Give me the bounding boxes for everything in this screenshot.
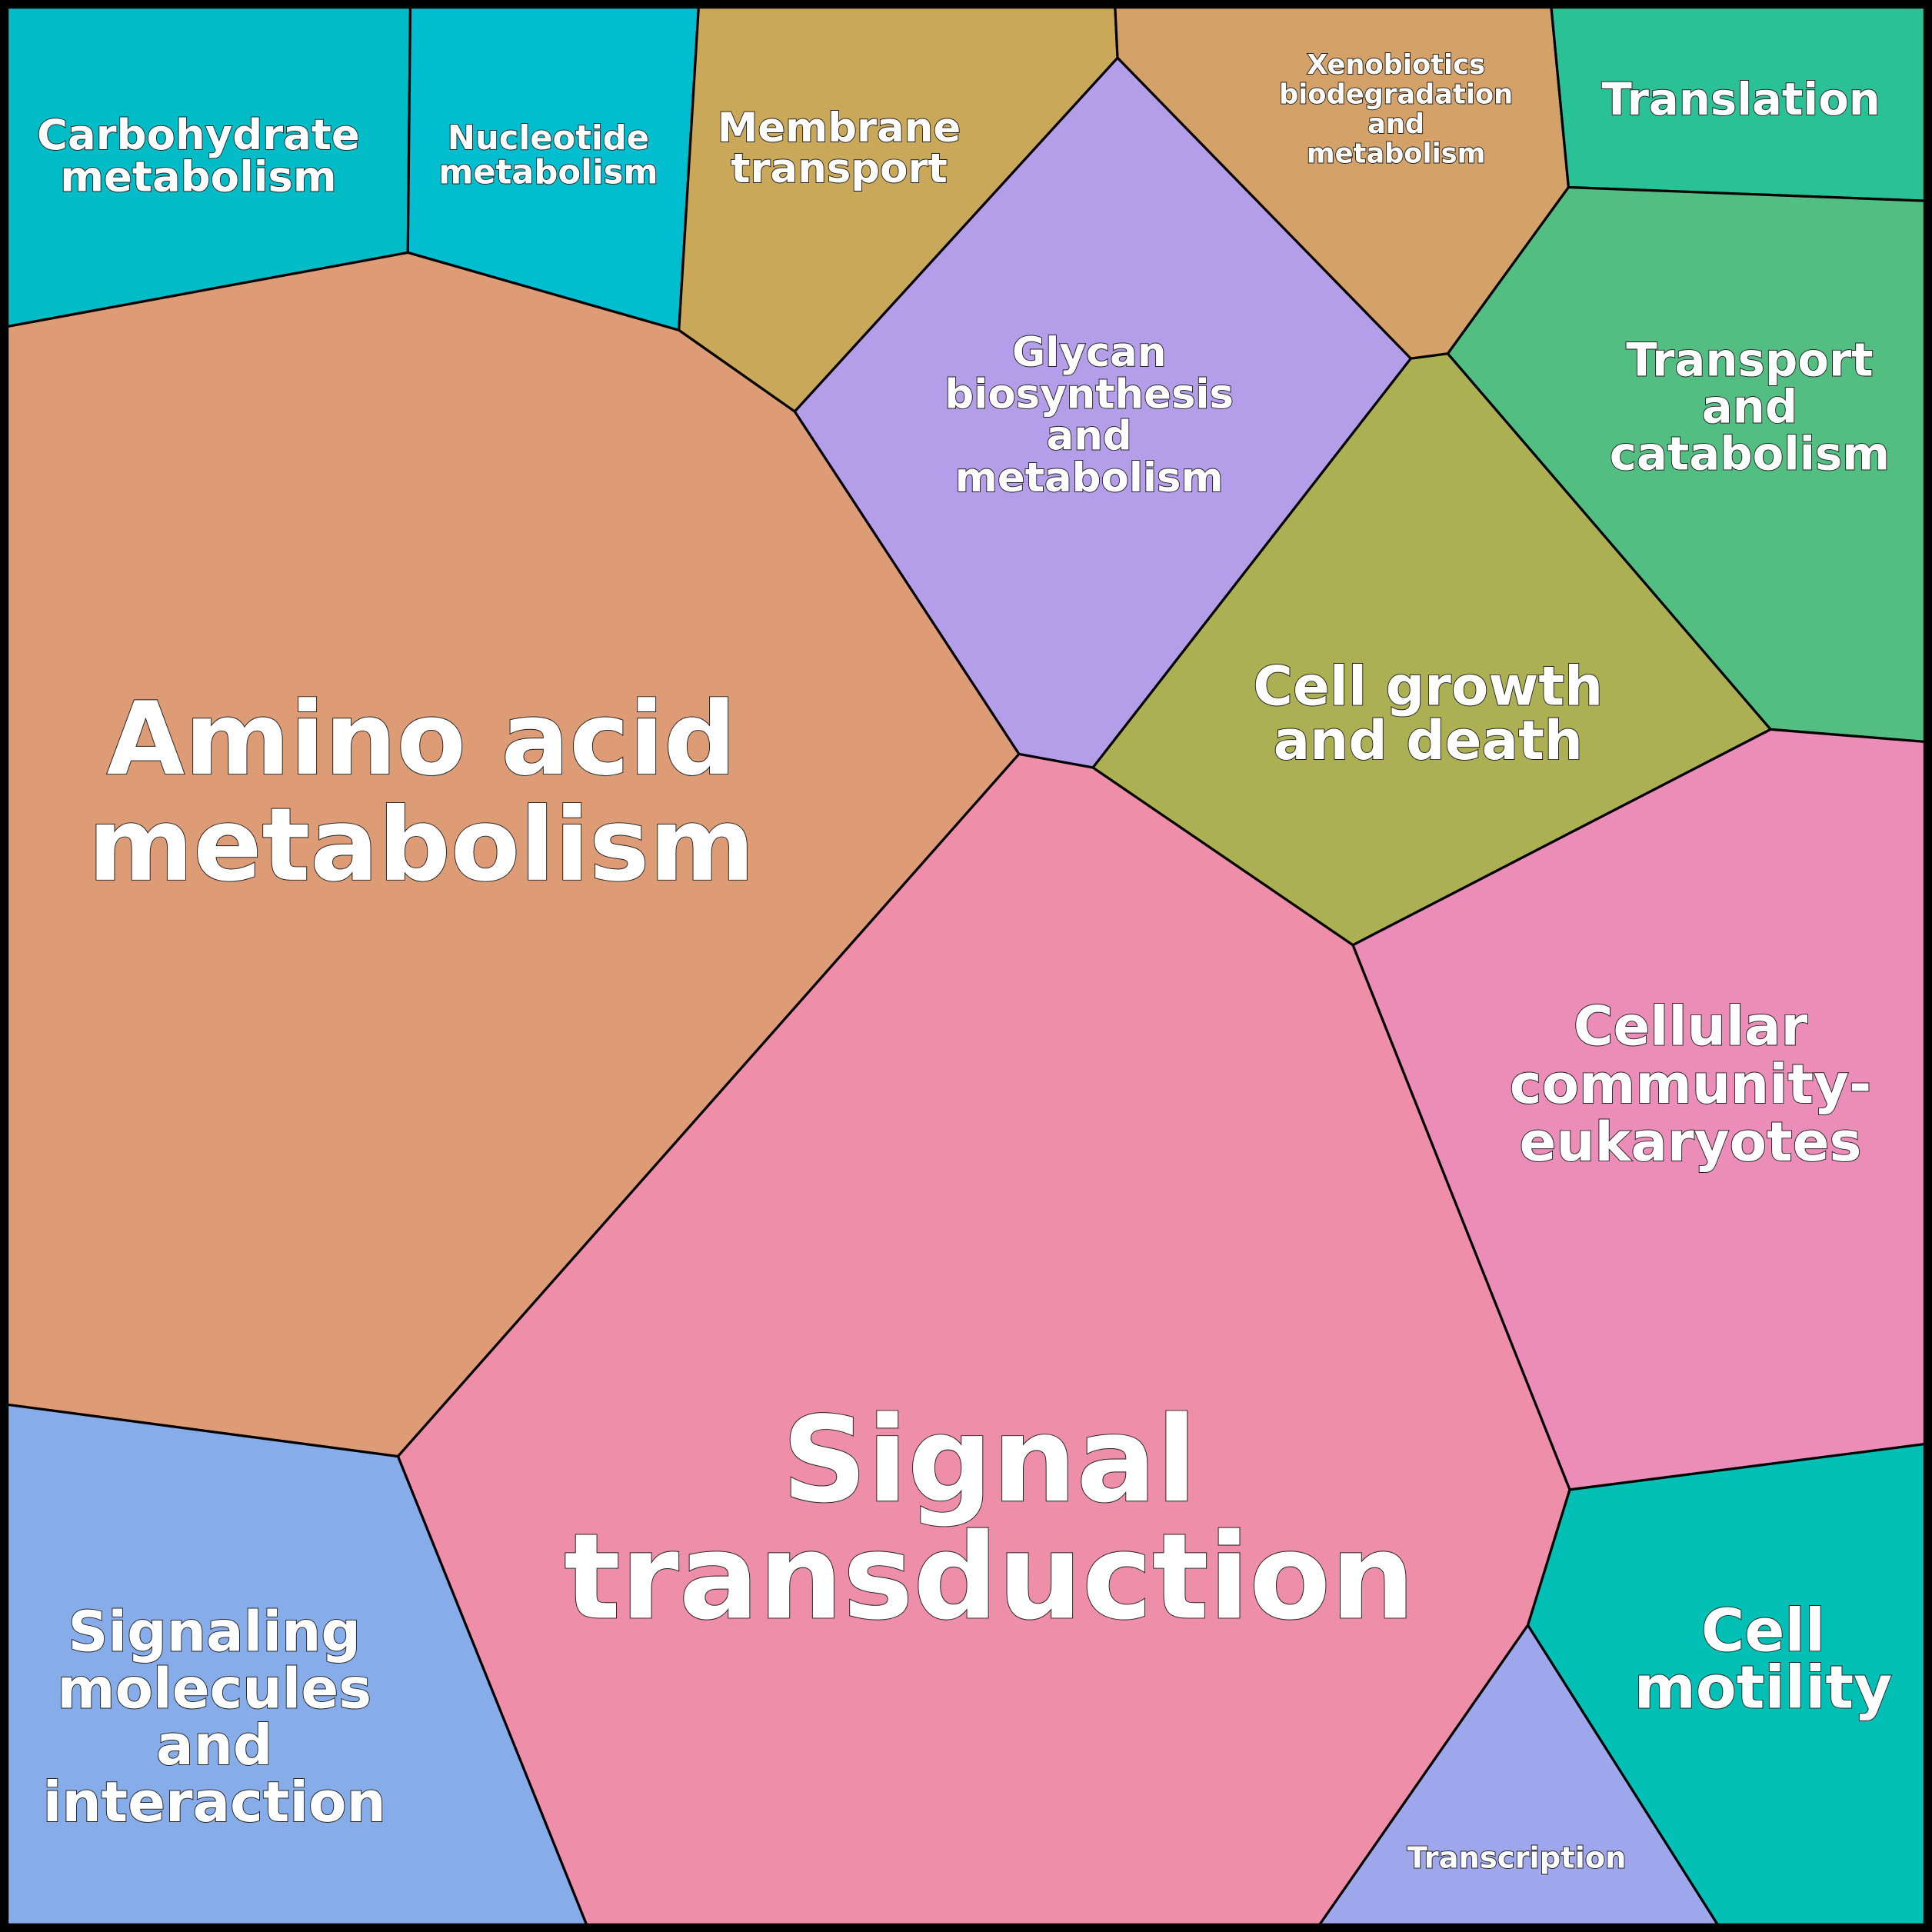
label-xenobiotics: Xenobiotics biodegradation and metabolism — [1279, 49, 1513, 169]
label-line: and — [1702, 381, 1798, 434]
cell-transcription — [1317, 1623, 1720, 1926]
label-line: Nucleotide — [448, 119, 649, 158]
label-line: Glycan — [1012, 329, 1167, 376]
label-line: metabolism — [438, 154, 658, 192]
label-line: Xenobiotics — [1307, 49, 1485, 81]
label-line: motility — [1634, 1654, 1893, 1722]
cell-signaling-molecules — [6, 1403, 588, 1926]
label-line: transport — [731, 145, 948, 192]
label-line: metabolism — [88, 786, 754, 904]
label-transport-catabolism: Transport and catabolism — [1610, 334, 1890, 481]
label-line: interaction — [43, 1770, 386, 1835]
label-line: Membrane — [718, 105, 961, 152]
label-line: molecules — [57, 1657, 371, 1721]
label-cell-growth: Cell growth and death — [1253, 655, 1603, 771]
label-line: metabolism — [1307, 138, 1486, 169]
label-line: Translation — [1602, 73, 1880, 125]
label-line: Transport — [1626, 334, 1873, 387]
label-line: transduction — [564, 1508, 1414, 1646]
label-glycan: Glycan biosynthesis and metabolism — [944, 329, 1234, 501]
cell-cell-motility — [1526, 1442, 1926, 1926]
label-line: Cell growth — [1253, 655, 1603, 718]
label-line: community- — [1510, 1053, 1871, 1116]
label-line: and death — [1274, 709, 1583, 772]
label-line: metabolism — [60, 152, 336, 201]
label-cellular-community: Cellular community-eukaryotes — [1510, 995, 1871, 1174]
label-line: Transcription — [1407, 1841, 1627, 1876]
label-amino-acid: Amino acid metabolism — [88, 680, 754, 904]
label-cell-motility: Cell motility — [1634, 1597, 1893, 1723]
label-line: and — [1047, 413, 1132, 460]
label-line: eukaryotes — [1520, 1111, 1862, 1174]
label-translation: Translation — [1602, 73, 1880, 125]
label-line: Amino acid — [107, 680, 737, 798]
label-line: biosynthesis — [944, 371, 1234, 418]
label-line: Cellular — [1574, 995, 1808, 1058]
label-line: and — [1367, 108, 1424, 140]
label-signal-transduction: Signal transduction — [564, 1391, 1414, 1646]
label-nucleotide: Nucleotide metabolism — [438, 119, 658, 192]
label-carbohydrate: Carbohydrate metabolism — [37, 110, 360, 201]
label-membrane: Membrane transport — [718, 105, 961, 192]
label-line: metabolism — [955, 455, 1224, 501]
label-signaling-molecules: Signaling molecules and interaction — [43, 1601, 386, 1835]
label-line: Carbohydrate — [37, 110, 360, 159]
label-transcription: Transcription — [1407, 1841, 1627, 1876]
label-line: and — [156, 1714, 273, 1778]
label-line: biodegradation — [1279, 79, 1513, 111]
label-line: Signaling — [68, 1601, 361, 1665]
label-line: Cell — [1701, 1597, 1825, 1666]
label-line: catabolism — [1610, 427, 1890, 480]
label-line: Signal — [782, 1391, 1198, 1529]
